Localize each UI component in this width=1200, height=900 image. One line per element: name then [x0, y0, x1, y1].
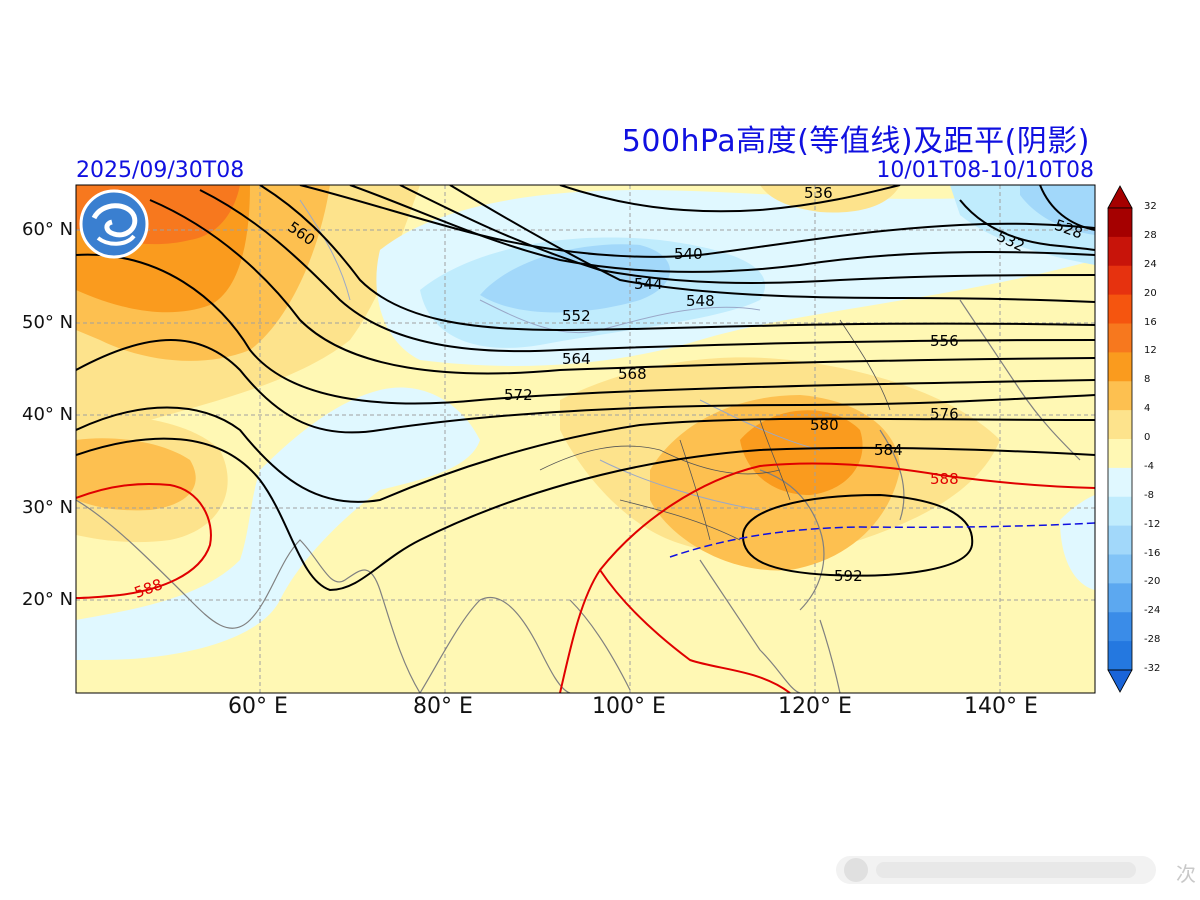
colorbar-segment	[1108, 265, 1132, 296]
lon-label-60e: 60° E	[228, 694, 288, 719]
colorbar-segment	[1108, 381, 1132, 411]
contour-label: 592	[834, 567, 863, 585]
colorbar-tick-label: 16	[1144, 316, 1157, 328]
colorbar-segment	[1108, 554, 1132, 584]
colorbar-arrow-bottom	[1107, 669, 1133, 693]
contour-label: 536	[804, 184, 833, 202]
valid-range: 10/01T08-10/10T08	[876, 158, 1094, 183]
colorbar-segment	[1108, 612, 1132, 642]
colorbar-tick-label: -4	[1144, 460, 1154, 472]
contour-588	[76, 462, 1095, 693]
contour-label: 572	[504, 386, 533, 404]
contour-label: 580	[810, 416, 839, 434]
coastlines	[76, 299, 1081, 693]
lon-label-100e: 100° E	[592, 694, 666, 719]
map-frame	[75, 184, 1096, 694]
colorbar-tick-label: -8	[1144, 489, 1154, 501]
colorbar	[1107, 185, 1133, 693]
watermark-graphic	[836, 856, 1156, 884]
contour-label: 576	[930, 405, 959, 423]
watermark-text: 次	[1176, 862, 1196, 886]
lat-label-20n: 20° N	[22, 589, 74, 610]
contour-label: 568	[618, 365, 647, 383]
colorbar-segment	[1108, 410, 1132, 440]
colorbar-segment	[1108, 294, 1132, 324]
colorbar-tick-label: 20	[1144, 287, 1157, 299]
colorbar-segment	[1108, 467, 1132, 498]
colorbar-tick-label: -16	[1144, 547, 1161, 559]
agency-logo	[79, 189, 149, 259]
lon-label-140e: 140° E	[964, 694, 1038, 719]
contour-label: 540	[674, 245, 703, 263]
province-borders	[539, 319, 891, 541]
colorbar-segment	[1108, 352, 1132, 382]
contour-label: 556	[930, 332, 959, 350]
colorbar-tick-label: 32	[1144, 201, 1157, 212]
colorbar-segment	[1108, 496, 1132, 527]
contour-label: 548	[686, 292, 715, 310]
colorbar-segment	[1108, 439, 1132, 469]
colorbar-segment	[1108, 236, 1132, 267]
colorbar-tick-label: 0	[1144, 432, 1151, 443]
contour-labels: 560 536 532 528 540 544 548 552 556 564 …	[132, 184, 1085, 602]
colorbar-segment	[1108, 583, 1132, 613]
colorbar-tick-label: -32	[1144, 663, 1161, 674]
graticule	[76, 185, 1095, 693]
colorbar-tick-label: 24	[1144, 258, 1157, 270]
init-time: 2025/09/30T08	[76, 158, 245, 183]
colorbar-segment	[1108, 208, 1132, 238]
lat-label-30n: 30° N	[22, 497, 74, 518]
lat-label-50n: 50° N	[22, 312, 74, 333]
colorbar-segment	[1108, 525, 1132, 555]
colorbar-frame	[1107, 207, 1133, 671]
colorbar-segment	[1108, 641, 1132, 671]
colorbar-arrow-top	[1107, 185, 1133, 209]
colorbar-tick-label: -12	[1144, 518, 1161, 530]
colorbar-segment	[1108, 323, 1132, 353]
colorbar-tick-label: 8	[1144, 374, 1151, 386]
contour-label: 544	[634, 275, 663, 293]
height-contours	[76, 185, 1095, 592]
colorbar-tick-label: 28	[1144, 229, 1157, 241]
map-title: 500hPa高度(等值线)及距平(阴影)	[621, 124, 1090, 159]
colorbar-tick-label: -28	[1144, 634, 1161, 646]
colorbar-tick-label: -24	[1144, 605, 1161, 617]
contour-label: 584	[874, 441, 903, 459]
lat-label-40n: 40° N	[22, 404, 74, 425]
contour-label: 552	[562, 307, 591, 325]
dashed-line	[669, 522, 1095, 558]
colorbar-tick-label: 4	[1144, 403, 1151, 415]
lon-label-120e: 120° E	[778, 694, 852, 719]
colorbar-tick-label: -20	[1144, 576, 1161, 588]
colorbar-tick-label: 12	[1144, 345, 1157, 357]
contour-label: 564	[562, 350, 591, 368]
lat-label-60n: 60° N	[22, 219, 74, 240]
lon-label-80e: 80° E	[413, 694, 473, 719]
contour-label: 588	[930, 470, 959, 488]
